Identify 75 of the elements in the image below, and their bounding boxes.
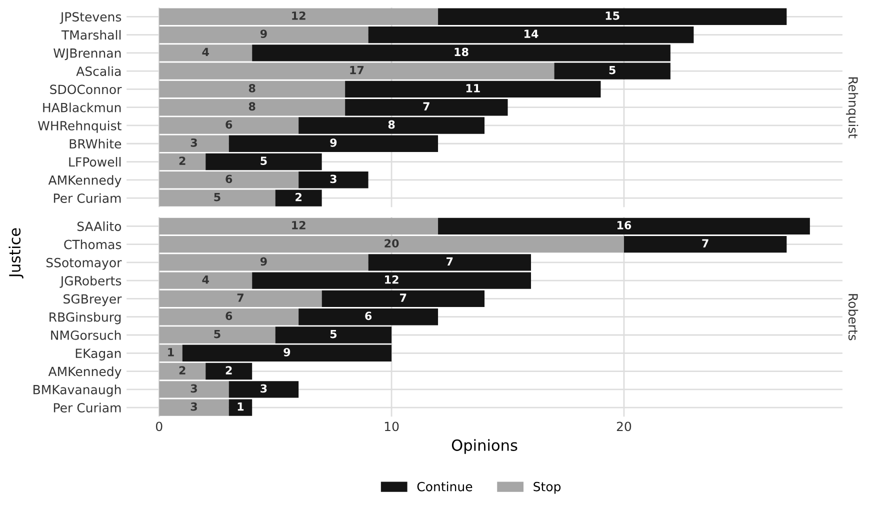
data-label: 2 (296, 192, 302, 202)
data-label: 6 (365, 312, 372, 320)
y-tick-label: AMKennedy (48, 366, 122, 379)
data-label: 9 (260, 30, 267, 38)
data-label: 7 (237, 294, 244, 302)
text: Rehnquist (846, 77, 858, 138)
data-label: 16 (617, 220, 632, 230)
data-label: 4 (202, 48, 209, 56)
data-label: 7 (423, 102, 430, 110)
y-tick-label: BMKavanaugh (34, 384, 121, 397)
data-label: 9 (260, 257, 267, 266)
data-label: 3 (330, 174, 336, 184)
y-tick-label: WJBrennan (54, 48, 121, 60)
data-label: 2 (226, 366, 232, 374)
data-label: 20 (384, 239, 399, 248)
text: Roberts (848, 294, 858, 340)
data-label: 3 (260, 384, 267, 393)
y-tick-label: AScalia (76, 66, 121, 76)
y-tick-label: Per Curiam (54, 193, 121, 203)
y-tick-label: CThomas (64, 240, 122, 250)
data-label: 8 (248, 102, 256, 111)
data-label: 17 (350, 66, 364, 74)
data-label: 5 (214, 193, 220, 202)
y-tick-label: NMGorsuch (51, 330, 121, 340)
y-tick-label: HABlackmun (43, 102, 121, 112)
data-label: 3 (190, 384, 197, 393)
data-label: 3 (190, 138, 197, 147)
data-label: 3 (190, 402, 197, 411)
x-axis-title: Opinions (452, 439, 518, 454)
data-label: 2 (179, 366, 186, 374)
y-tick-label: LFPowell (69, 157, 121, 167)
x-tick-label: 10 (384, 422, 399, 432)
data-label: 5 (609, 66, 616, 74)
data-label: 15 (606, 12, 620, 20)
y-tick-label: Per Curiam (54, 402, 121, 412)
data-label: 11 (466, 84, 480, 92)
y-axis-title: Justice (8, 228, 24, 278)
data-label: 8 (248, 84, 256, 92)
data-label: 1 (168, 348, 174, 356)
y-tick-label: JGRoberts (60, 276, 122, 288)
data-label: 18 (454, 48, 468, 56)
data-label: 6 (226, 312, 232, 320)
y-tick-label: BRWhite (70, 138, 122, 149)
data-label: 9 (330, 138, 337, 147)
x-tick-label: 0 (156, 422, 162, 432)
legend-label: Continue (417, 482, 472, 492)
data-label: 12 (292, 220, 306, 230)
data-label: 4 (202, 276, 209, 284)
data-label: 7 (400, 294, 406, 302)
y-tick-label: JPStevens (60, 12, 122, 24)
data-label: 5 (214, 330, 220, 338)
data-label: 6 (226, 120, 232, 129)
data-label: 7 (702, 239, 708, 248)
data-label: 7 (446, 257, 453, 266)
y-tick-label: SSotomayor (46, 258, 122, 270)
y-tick-label: AMKennedy (48, 175, 122, 188)
y-tick-label: SAAlito (77, 221, 122, 232)
data-label: 5 (330, 330, 337, 338)
legend-label: Stop (534, 482, 561, 494)
data-label: 1 (238, 402, 244, 411)
data-label: 9 (284, 348, 290, 356)
data-label: 6 (226, 174, 232, 184)
y-tick-label: RBGinsburg (50, 312, 121, 324)
data-label: 12 (385, 275, 398, 284)
data-label: 12 (292, 11, 306, 20)
y-tick-label: SDOConnor (50, 84, 122, 94)
data-label: 2 (179, 156, 186, 165)
data-label: 14 (524, 30, 538, 38)
data-label: 5 (260, 156, 267, 165)
data-label: 8 (388, 120, 395, 129)
y-tick-label: EKagan (76, 348, 121, 360)
y-tick-label: TMarshall (61, 30, 121, 40)
y-tick-label: SGBreyer (64, 294, 122, 306)
y-tick-label: WHRehnquist (38, 120, 122, 133)
x-tick-label: 20 (616, 422, 632, 432)
